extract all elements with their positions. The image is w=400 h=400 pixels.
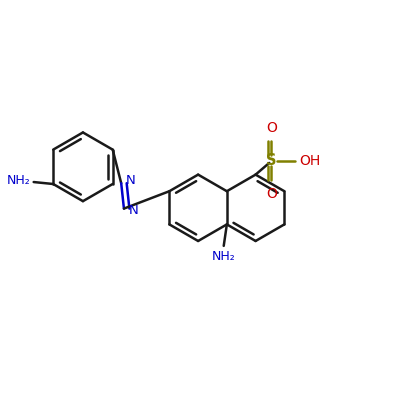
Text: N: N	[129, 204, 138, 218]
Text: NH₂: NH₂	[212, 250, 236, 263]
Text: OH: OH	[299, 154, 320, 168]
Text: NH₂: NH₂	[7, 174, 30, 187]
Text: N: N	[126, 174, 136, 186]
Text: S: S	[266, 154, 276, 168]
Text: O: O	[266, 187, 277, 201]
Text: O: O	[266, 121, 277, 135]
